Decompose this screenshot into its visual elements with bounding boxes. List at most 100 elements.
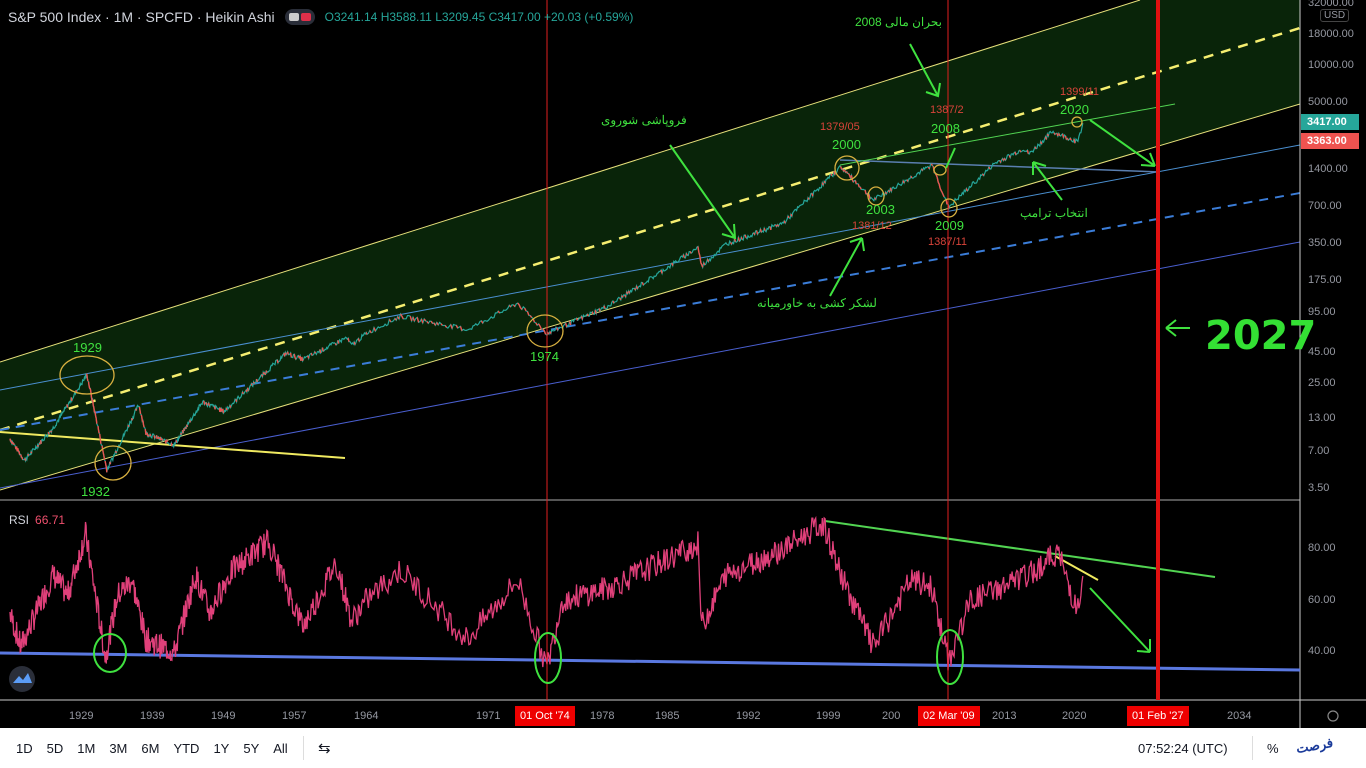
- price-down-segment: [27, 453, 30, 457]
- symbol-title[interactable]: S&P 500 Index · 1M · SPCFD · Heikin Ashi: [8, 9, 275, 25]
- time-tick: 1957: [282, 710, 307, 722]
- price-down-segment: [927, 166, 931, 170]
- price-tick: 1400.00: [1308, 163, 1348, 176]
- price-down-segment: [218, 408, 221, 412]
- range-button-1y[interactable]: 1Y: [213, 741, 230, 756]
- channel-top-line[interactable]: [0, 0, 1141, 363]
- yellow-line[interactable]: [0, 431, 346, 459]
- price-down-segment: [47, 431, 50, 435]
- price-down-segment: [127, 424, 130, 427]
- price-down-segment: [184, 426, 187, 430]
- price-down-segment: [89, 388, 92, 393]
- channel-bottom-line[interactable]: [0, 103, 1301, 491]
- blue-trend-line-top[interactable]: [0, 144, 1301, 391]
- price-down-segment: [542, 328, 545, 331]
- price-down-segment: [66, 404, 69, 408]
- price-down-segment: [700, 262, 703, 265]
- range-button-6m[interactable]: 6M: [141, 741, 160, 756]
- price-down-segment: [321, 347, 324, 352]
- price-down-segment: [373, 327, 377, 332]
- price-down-segment: [982, 173, 985, 176]
- price-down-segment: [104, 463, 107, 468]
- range-button-5d[interactable]: 5D: [46, 741, 64, 756]
- close-value: C3417.00: [488, 10, 541, 24]
- price-down-segment: [763, 227, 766, 231]
- price-down-segment: [97, 430, 100, 434]
- price-down-segment: [568, 320, 572, 326]
- price-down-segment: [759, 228, 763, 233]
- price-down-segment: [229, 405, 232, 408]
- rsi-resistance-line[interactable]: [824, 520, 1216, 578]
- price-down-segment: [868, 194, 871, 200]
- price-down-segment: [811, 193, 814, 197]
- range-button-all[interactable]: All: [273, 741, 288, 756]
- percent-toggle[interactable]: %: [1267, 741, 1279, 756]
- price-down-segment: [99, 433, 102, 440]
- price-down-segment: [91, 399, 94, 406]
- price-down-segment: [50, 430, 53, 433]
- price-down-segment: [94, 415, 97, 419]
- chart-canvas[interactable]: [0, 0, 1366, 728]
- label-1379: 1379/05: [820, 121, 860, 133]
- price-down-segment: [161, 438, 164, 441]
- range-button-3m[interactable]: 3M: [109, 741, 128, 756]
- settings-gear-icon[interactable]: [1327, 710, 1339, 722]
- ellipse-2020: [1071, 116, 1083, 128]
- high-value: H3588.11: [380, 10, 432, 24]
- clock[interactable]: 07:52:24 (UTC): [1138, 741, 1228, 756]
- price-down-segment: [526, 311, 530, 316]
- time-marker-2009: 02 Mar '09: [918, 706, 980, 726]
- rsi-support-line[interactable]: [0, 651, 1301, 672]
- price-down-segment: [250, 383, 253, 386]
- price-down-segment: [874, 197, 877, 200]
- time-tick: 1971: [476, 710, 501, 722]
- price-down-segment: [689, 251, 692, 254]
- price-down-segment: [170, 442, 173, 447]
- time-tick: 200: [882, 710, 901, 722]
- price-down-segment: [241, 391, 244, 395]
- price-down-segment: [621, 295, 624, 298]
- blue-trend-line-bottom[interactable]: [0, 241, 1301, 489]
- price-down-segment: [399, 313, 403, 317]
- price-down-segment: [294, 357, 297, 360]
- price-down-segment: [787, 215, 790, 219]
- price-down-segment: [854, 180, 857, 185]
- price-down-segment: [703, 262, 706, 266]
- visibility-toggle[interactable]: [284, 9, 315, 25]
- price-down-segment: [102, 452, 105, 456]
- price-down-segment: [519, 307, 523, 310]
- price-down-segment: [965, 188, 969, 192]
- price-tick: 45.00: [1308, 346, 1336, 359]
- blue-dashed-line[interactable]: [0, 192, 1301, 431]
- arrow-trump-icon: [1032, 161, 1063, 201]
- price-down-segment: [103, 455, 106, 460]
- price-down-segment: [910, 175, 913, 179]
- price-down-segment: [938, 184, 941, 189]
- price-down-segment: [144, 429, 147, 435]
- price-down-segment: [409, 316, 413, 321]
- support-line[interactable]: [839, 159, 1161, 173]
- price-down-segment: [660, 269, 663, 274]
- price-down-segment: [146, 432, 149, 437]
- green-trend-line[interactable]: [839, 103, 1176, 166]
- date-range-icon[interactable]: ⇆: [318, 740, 331, 757]
- annotation-arrows: [669, 43, 1190, 653]
- range-button-ytd[interactable]: YTD: [173, 741, 200, 756]
- price-down-segment: [314, 351, 317, 354]
- price-down-segment: [147, 434, 150, 437]
- price-down-segment: [1056, 132, 1059, 137]
- price-down-segment: [94, 411, 97, 416]
- price-down-segment: [884, 191, 888, 195]
- price-down-segment: [864, 189, 867, 195]
- price-down-segment: [153, 435, 156, 439]
- price-down-segment: [940, 190, 943, 193]
- price-down-segment: [565, 322, 568, 328]
- price-down-segment: [9, 438, 12, 442]
- rsi-legend[interactable]: RSI 66.71: [9, 513, 65, 527]
- time-tick: 1992: [736, 710, 761, 722]
- currency-badge[interactable]: USD: [1320, 9, 1350, 22]
- range-button-1d[interactable]: 1D: [16, 741, 33, 756]
- price-tick: 25.00: [1308, 377, 1336, 390]
- range-button-1m[interactable]: 1M: [77, 741, 96, 756]
- range-button-5y[interactable]: 5Y: [243, 741, 260, 756]
